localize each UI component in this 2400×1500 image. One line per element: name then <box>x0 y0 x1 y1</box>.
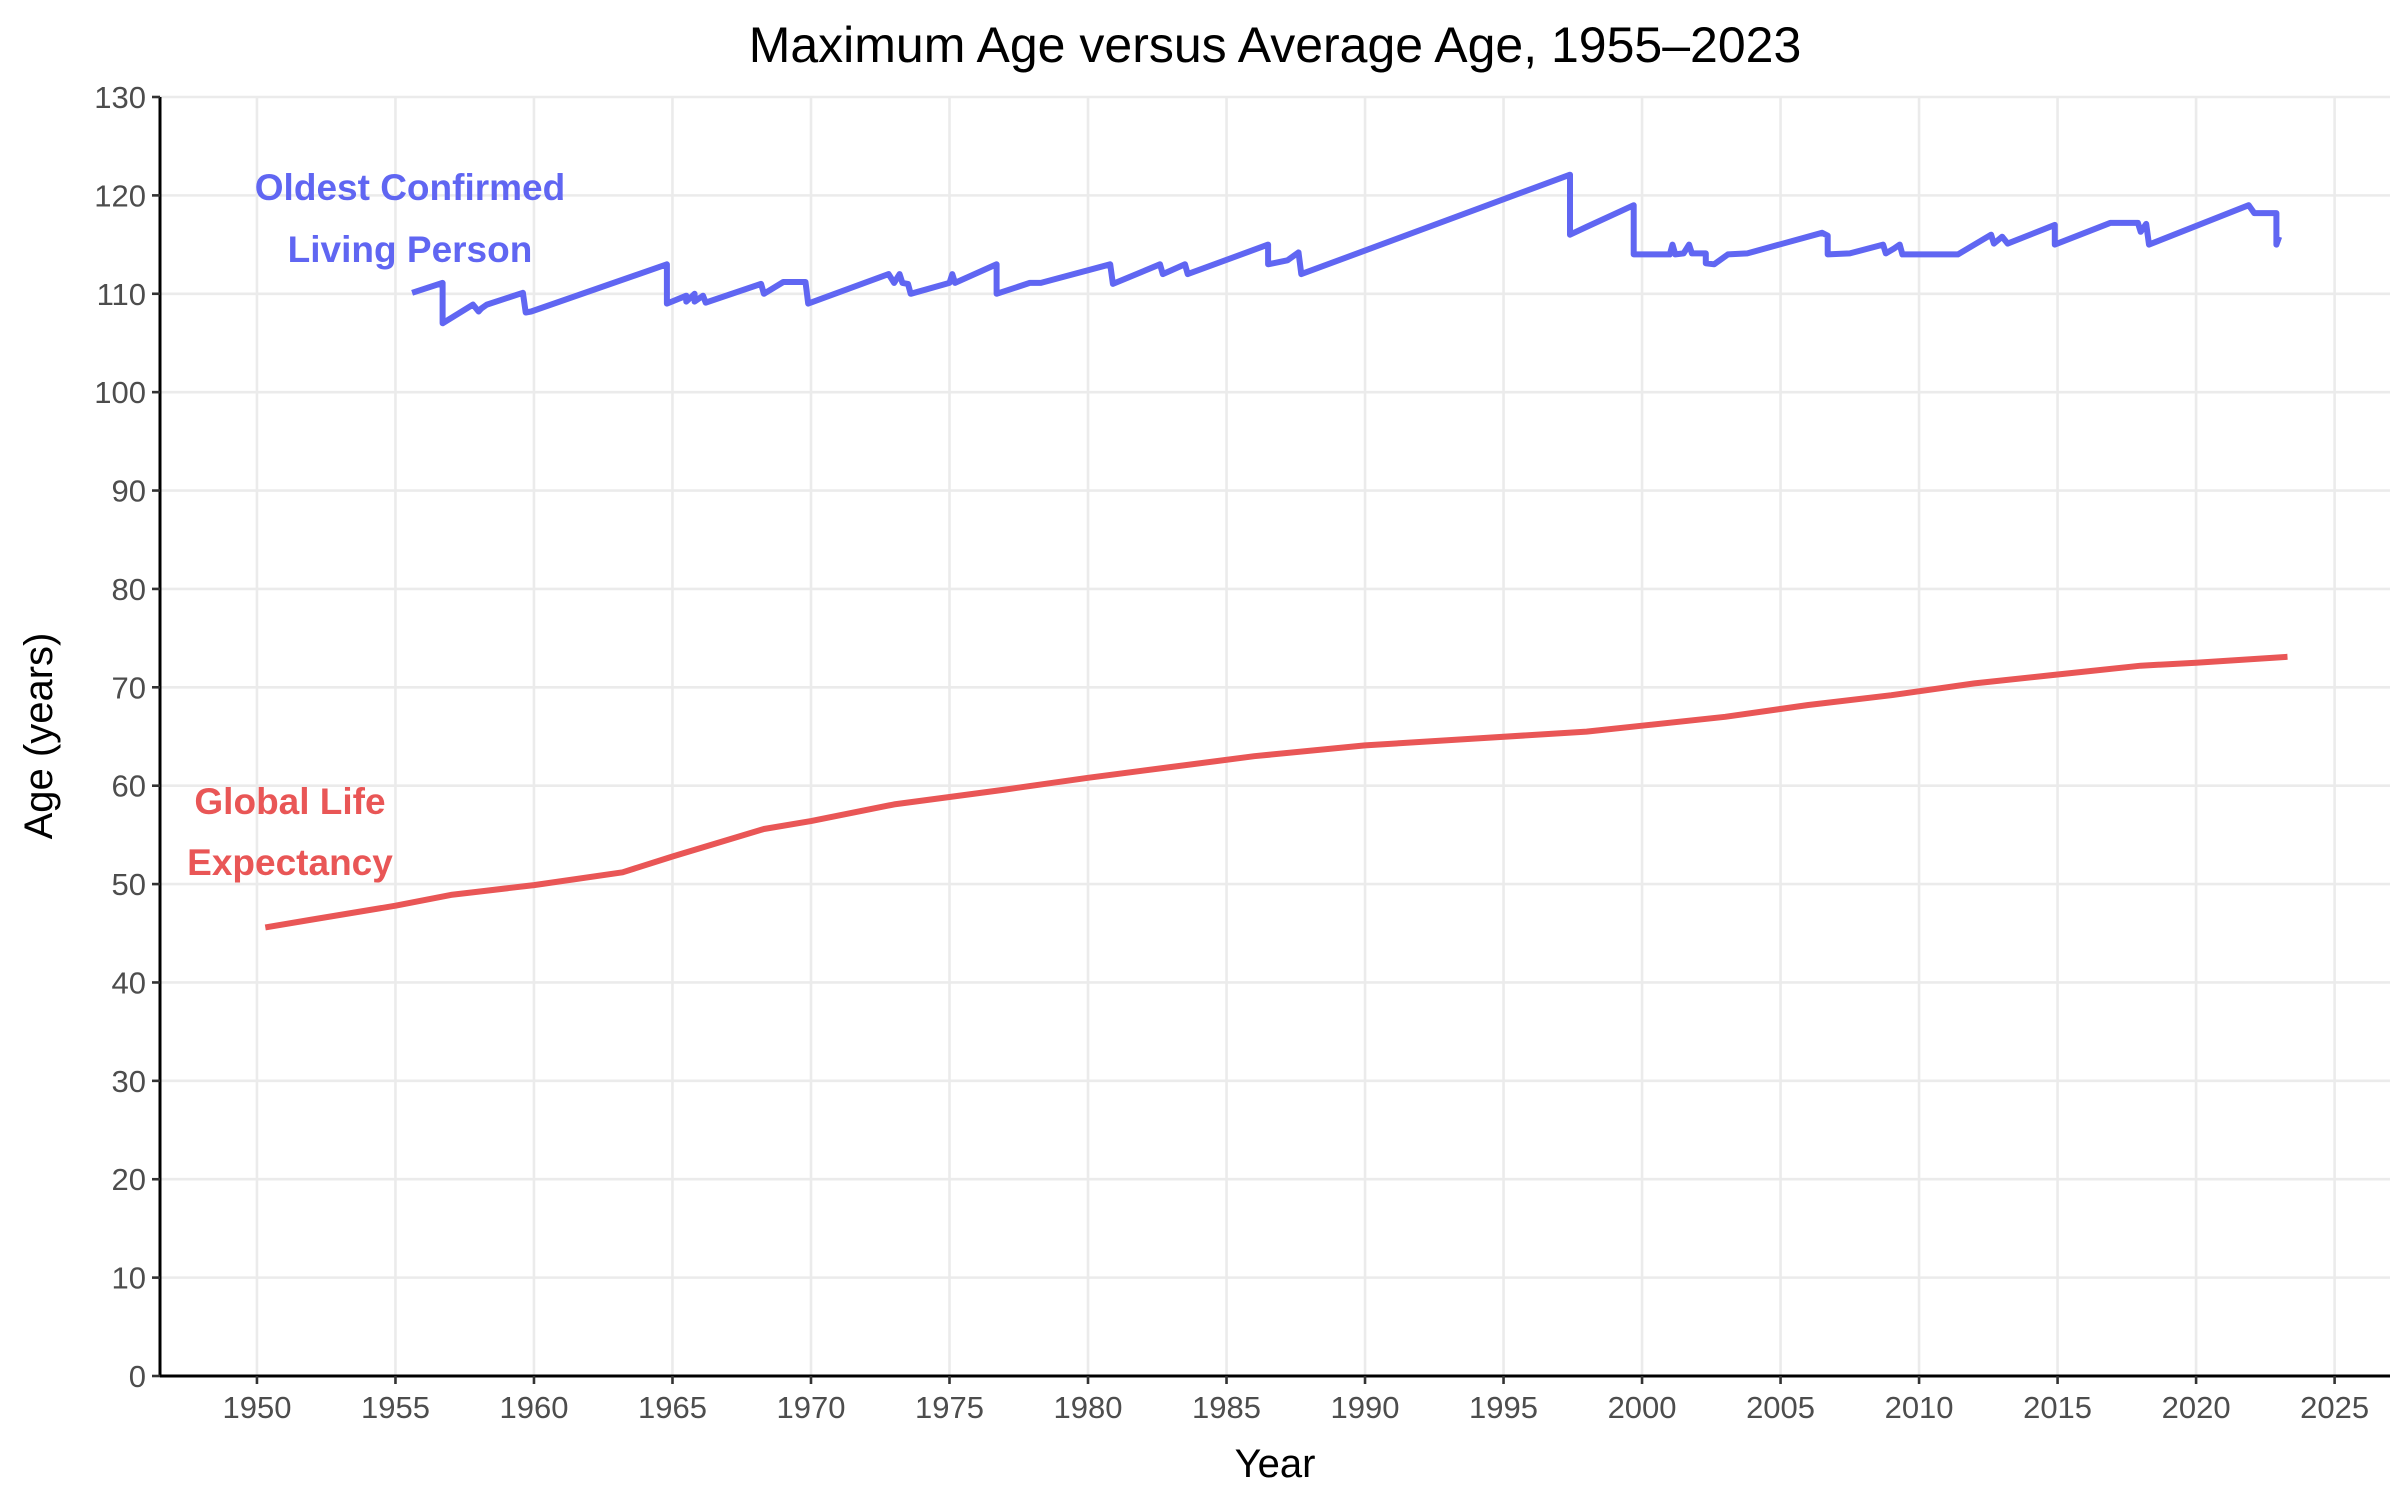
x-tick-label: 2010 <box>1885 1390 1954 1425</box>
y-tick-label: 130 <box>94 80 146 115</box>
series-label-oldest-line-1: Oldest Confirmed <box>255 167 565 208</box>
x-tick-label: 1985 <box>1192 1390 1261 1425</box>
x-axis-title: Year <box>1235 1442 1316 1486</box>
x-tick-label: 1980 <box>1054 1390 1123 1425</box>
series-label-life-line-2: Expectancy <box>187 842 393 883</box>
y-tick-label: 10 <box>112 1261 146 1296</box>
y-tick-label: 50 <box>112 867 146 902</box>
tick-labels: 0 10 20 30 40 50 60 70 80 90 100 110 120 130 1950 1955 1… <box>94 80 2369 1425</box>
y-tick-label: 120 <box>94 178 146 213</box>
x-tick-label: 1970 <box>777 1390 846 1425</box>
series-label-life-line-1: Global Life <box>194 781 385 822</box>
y-tick-label: 60 <box>112 769 146 804</box>
series-lines <box>264 171 2288 931</box>
series-line-oldest-person <box>411 171 2283 327</box>
x-tick-label: 1995 <box>1469 1390 1538 1425</box>
x-tick-label: 1950 <box>222 1390 291 1425</box>
y-tick-label: 30 <box>112 1064 146 1099</box>
x-tick-label: 1990 <box>1331 1390 1400 1425</box>
gridlines <box>160 95 2390 1378</box>
y-tick-label: 90 <box>112 474 146 509</box>
x-tick-label: 2025 <box>2300 1390 2369 1425</box>
y-tick-label: 20 <box>112 1162 146 1197</box>
y-tick-label: 80 <box>112 572 146 607</box>
x-tick-label: 1955 <box>361 1390 430 1425</box>
x-tick-label: 2005 <box>1746 1390 1815 1425</box>
series-label-oldest-person: Oldest Confirmed Living Person <box>255 167 565 270</box>
series-label-life-expectancy: Global Life Expectancy <box>187 781 393 883</box>
y-tick-label: 110 <box>97 277 146 312</box>
x-tick-label: 1965 <box>638 1390 707 1425</box>
x-tick-label: 1975 <box>915 1390 984 1425</box>
x-tick-label: 2015 <box>2023 1390 2092 1425</box>
x-tick-label: 2020 <box>2162 1390 2231 1425</box>
y-axis-title: Age (years) <box>17 633 61 840</box>
y-tick-label: 70 <box>112 670 146 705</box>
axes <box>158 97 2390 1378</box>
y-tick-label: 100 <box>94 375 146 410</box>
series-label-oldest-line-2: Living Person <box>288 229 533 270</box>
chart-title: Maximum Age versus Average Age, 1955–202… <box>749 17 1802 73</box>
y-tick-label: 0 <box>129 1359 146 1394</box>
x-tick-label: 1960 <box>499 1390 568 1425</box>
x-tick-label: 2000 <box>1608 1390 1677 1425</box>
series-line-life-expectancy <box>264 653 2288 931</box>
y-tick-label: 40 <box>112 965 146 1000</box>
